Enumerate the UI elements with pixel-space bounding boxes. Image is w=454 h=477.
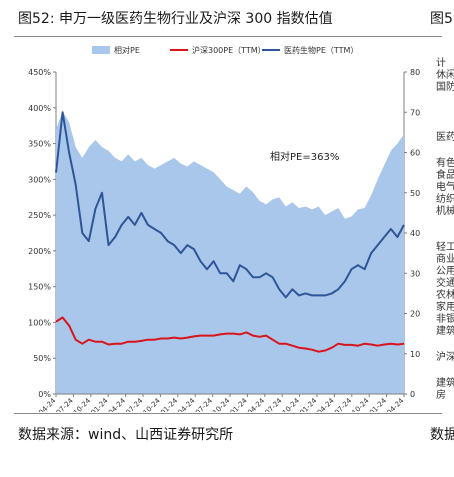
side-label: 农林 — [436, 290, 454, 301]
y-tick-label-right: 20 — [410, 310, 420, 319]
series-line-hs300 — [55, 316, 405, 353]
side-label: 家用 — [436, 302, 454, 313]
y-tick-label-left: 350% — [28, 140, 51, 149]
y-tick-label-right: 10 — [410, 350, 420, 359]
pe-chart: 相对PE 沪深300PE（TTM） 医药生物PE（TTM） 0% 50% 100% 150%… — [23, 45, 420, 412]
side-label: 国防 — [436, 82, 454, 93]
side-label: 机械 — [436, 206, 454, 217]
legend-label: 相对PE — [114, 45, 140, 55]
y-tick-label-left: 150% — [28, 283, 51, 292]
next-data-source: 数据 — [430, 427, 454, 443]
figure-title: 图52: 申万一级医药生物行业及沪深 300 指数估值 — [18, 11, 333, 27]
legend-label: 医药生物PE（TTM） — [284, 45, 358, 55]
side-label: 沪深 — [436, 352, 454, 363]
y-tick-label-left: 400% — [28, 104, 51, 113]
y-tick-label-right: 60 — [410, 149, 420, 158]
side-label: 建筑 — [436, 378, 454, 389]
y-tick-label-right: 50 — [410, 189, 420, 198]
y-tick-label-left: 250% — [28, 211, 51, 220]
side-label: 轻工 — [436, 242, 454, 253]
side-label: 交通 — [436, 278, 454, 289]
y-tick-label-left: 100% — [28, 318, 51, 327]
side-label: 公用 — [436, 266, 454, 277]
side-label: 医药 — [436, 132, 454, 143]
y-tick-label-left: 50% — [33, 354, 51, 363]
y-tick-label-left: 300% — [28, 175, 51, 184]
y-tick-label-right: 0 — [410, 390, 415, 399]
side-label: 有色 — [436, 158, 454, 169]
y-tick-label-left: 200% — [28, 247, 51, 256]
y-tick-label-left: 0% — [38, 390, 51, 399]
side-label: 纺织 — [436, 194, 454, 205]
top-divider — [14, 36, 442, 37]
annotation-relative-pe: 相对PE=363% — [270, 150, 339, 163]
side-label: 商业 — [436, 254, 454, 265]
y-tick-label-right: 80 — [410, 68, 420, 77]
figure-header: 图52: 申万一级医药生物行业及沪深 300 指数估值 图5 — [0, 0, 454, 30]
side-label: 建筑 — [436, 326, 454, 337]
legend-label: 沪深300PE（TTM） — [192, 45, 266, 55]
legend-swatch — [92, 46, 110, 54]
y-tick-label-right: 30 — [410, 269, 420, 278]
side-label: 电气 — [436, 182, 454, 193]
series-line-pharma — [55, 111, 405, 299]
side-label: 食品 — [436, 170, 454, 181]
y-tick-label-right: 40 — [410, 229, 420, 238]
bottom-divider — [14, 413, 442, 414]
y-tick-label-left: 450% — [28, 68, 51, 77]
side-label: 房 — [436, 390, 446, 401]
side-label: 计 — [436, 58, 446, 69]
y-tick-label-right: 70 — [410, 108, 420, 117]
side-label: 非银 — [436, 314, 454, 325]
next-figure-title: 图5 — [430, 11, 453, 27]
data-source: 数据来源：wind、山西证券研究所 — [18, 427, 234, 443]
side-label: 休闲 — [436, 70, 454, 81]
series-area-relative-pe — [56, 111, 404, 395]
